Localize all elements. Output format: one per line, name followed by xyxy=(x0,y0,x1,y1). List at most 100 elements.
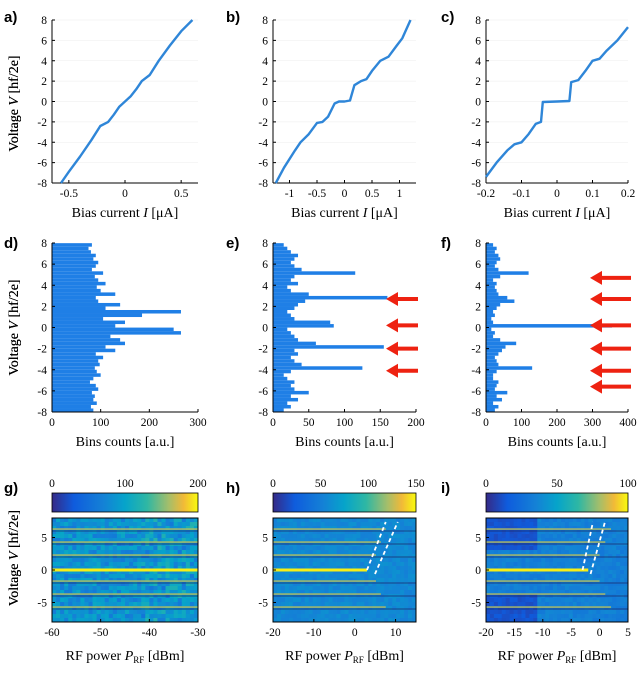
heatmap-cell xyxy=(557,606,562,611)
heatmap-cell xyxy=(596,530,601,535)
heatmap-cell xyxy=(608,534,613,539)
heatmap-cell xyxy=(616,586,621,591)
panel-label: i) xyxy=(441,480,450,497)
heatmap-cell xyxy=(141,538,146,543)
heatmap-cell xyxy=(68,610,73,615)
heatmap-cell xyxy=(336,566,341,571)
heatmap-cell xyxy=(509,518,515,523)
heatmap-cell xyxy=(588,574,593,579)
heatmap-cell xyxy=(604,550,609,555)
heatmap-cell xyxy=(177,618,183,623)
heatmap-cell xyxy=(336,534,341,539)
heatmap-cell xyxy=(568,534,574,539)
heatmap-cell xyxy=(72,610,77,615)
heatmap-cell xyxy=(133,526,138,531)
heatmap-cell xyxy=(344,562,349,567)
heatmap-cell xyxy=(525,534,530,539)
heatmap-cell xyxy=(292,618,298,623)
heatmap-cell xyxy=(392,598,397,603)
heatmap-cell xyxy=(486,602,491,607)
heatmap-cell xyxy=(173,550,179,555)
y-label-unit: [hf/2e] xyxy=(7,55,22,97)
heatmap-cell xyxy=(80,610,85,615)
heatmap-cell xyxy=(104,526,110,531)
heatmap-cell xyxy=(529,614,534,619)
heatmap-cell xyxy=(92,554,98,559)
heatmap-cell xyxy=(572,602,578,607)
heatmap-cell xyxy=(336,582,341,587)
heatmap-cell xyxy=(533,550,538,555)
heatmap-cell xyxy=(328,598,333,603)
heatmap-cell xyxy=(116,550,122,555)
heatmap-cell xyxy=(60,602,65,607)
heatmap-cell xyxy=(100,562,106,567)
heatmap-cell xyxy=(96,614,102,619)
heatmap-cell xyxy=(588,578,593,583)
heatmap-cell xyxy=(604,610,609,615)
heatmap-cell xyxy=(408,586,413,591)
heatmap-cell xyxy=(56,526,61,531)
heatmap-cell xyxy=(185,566,191,571)
heatmap-cell xyxy=(486,558,491,563)
heatmap-cell xyxy=(312,530,318,535)
heatmap-cell xyxy=(280,522,286,527)
heatmap-cell xyxy=(177,602,183,607)
heatmap-cell xyxy=(356,618,361,623)
heatmap-cell xyxy=(284,614,290,619)
heatmap-cell xyxy=(173,558,179,563)
heatmap-cell xyxy=(525,530,530,535)
heatmap-cell xyxy=(276,590,282,595)
heatmap-cell xyxy=(529,554,534,559)
heatmap-cell xyxy=(588,522,593,527)
heatmap-cell xyxy=(288,538,294,543)
x-tick-label: 5 xyxy=(625,627,631,639)
heatmap-cell xyxy=(525,546,530,551)
y-tick-label: 4 xyxy=(262,56,268,68)
heatmap-cell xyxy=(129,602,134,607)
heatmap-cell xyxy=(340,526,345,531)
heatmap-cell xyxy=(288,602,294,607)
heatmap-cell xyxy=(580,574,586,579)
heatmap-cell xyxy=(68,602,73,607)
heatmap-cell xyxy=(596,550,601,555)
heatmap-cell xyxy=(336,614,341,619)
colorbar-tick-label: 0 xyxy=(49,478,55,490)
heatmap-cell xyxy=(521,570,526,575)
heatmap-cell xyxy=(193,522,199,527)
heatmap-cell xyxy=(588,518,593,523)
heatmap-cell xyxy=(608,582,613,587)
heatmap-cell xyxy=(112,582,118,587)
heatmap-cell xyxy=(157,534,162,539)
heatmap-cell xyxy=(129,574,134,579)
heatmap-cell xyxy=(84,582,89,587)
heatmap-cell xyxy=(392,570,397,575)
heatmap-cell xyxy=(96,566,102,571)
heatmap-cell xyxy=(384,618,389,623)
heatmap-cell xyxy=(517,586,522,591)
heatmap-cell xyxy=(72,566,77,571)
heatmap-cell xyxy=(529,518,534,523)
heatmap-cell xyxy=(64,534,69,539)
heatmap-cell xyxy=(149,614,154,619)
heatmap-cell xyxy=(396,614,401,619)
heatmap-cell xyxy=(137,562,142,567)
heatmap-cell xyxy=(189,590,195,595)
heatmap-cell xyxy=(344,598,349,603)
heatmap-cell xyxy=(288,530,294,535)
heatmap-cell xyxy=(141,550,146,555)
heatmap-cell xyxy=(352,614,357,619)
heatmap-cell xyxy=(145,570,150,575)
heatmap-cell xyxy=(96,518,102,523)
heatmap-cell xyxy=(104,582,110,587)
heatmap-cell xyxy=(356,522,361,527)
histogram-bar xyxy=(273,281,299,286)
heatmap-cell xyxy=(304,530,310,535)
heatmap-cell xyxy=(521,586,526,591)
heatmap-cell xyxy=(300,554,306,559)
heatmap-cell xyxy=(564,554,570,559)
heatmap-cell xyxy=(68,574,73,579)
heatmap-cell xyxy=(189,518,195,523)
heatmap-cell xyxy=(380,610,385,615)
heatmap-cell xyxy=(372,582,377,587)
heatmap-cell xyxy=(396,554,401,559)
